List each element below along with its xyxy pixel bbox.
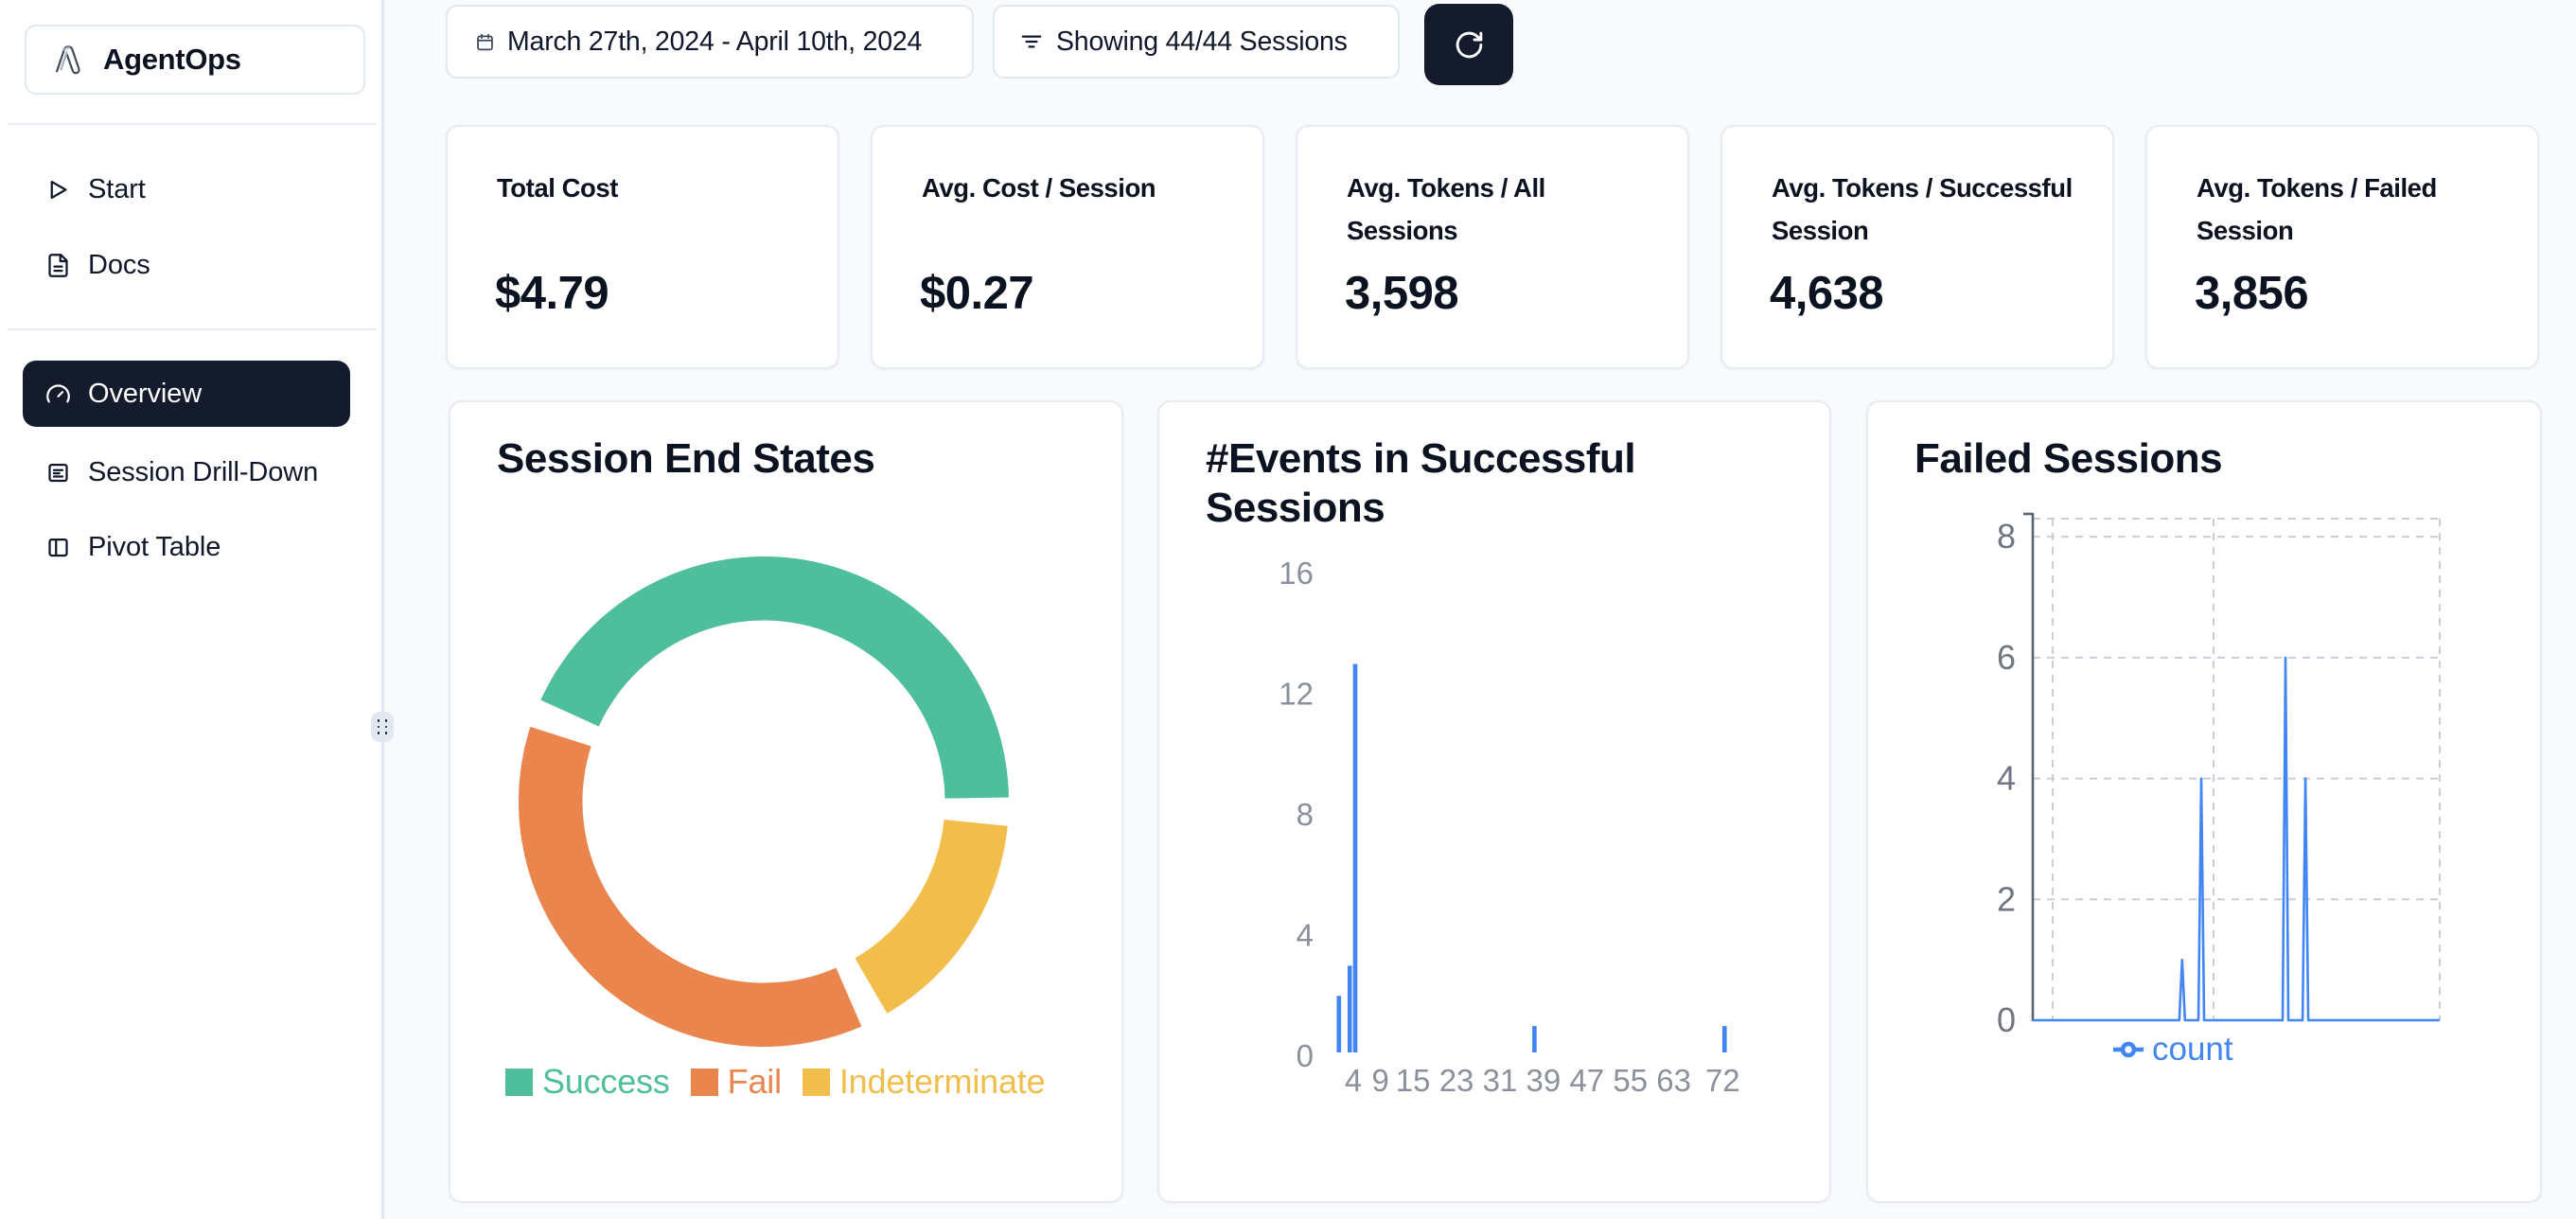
panel-left-icon <box>48 538 68 556</box>
logo[interactable]: AgentOps <box>25 25 365 95</box>
chart-title: Session End States <box>497 435 875 482</box>
session-list-icon <box>48 463 68 482</box>
svg-text:63: 63 <box>1656 1063 1691 1098</box>
app-title: AgentOps <box>103 43 241 76</box>
sidebar-item-session-drill-down[interactable]: Session Drill-Down <box>23 442 350 503</box>
grip-dots-icon <box>377 719 388 734</box>
legend-series-label: count <box>2152 1031 2233 1068</box>
date-range-text: March 27th, 2024 - April 10th, 2024 <box>507 26 923 57</box>
sidebar-divider-bottom <box>8 328 377 330</box>
chart-card-session-end-states: Session End States Success Fail Indetermin… <box>449 400 1123 1203</box>
legend-item[interactable]: Success <box>505 1062 670 1102</box>
donut-chart[interactable] <box>450 402 1125 1205</box>
sessions-filter-text: Showing 44/44 Sessions <box>1056 26 1348 57</box>
legend-swatch <box>802 1068 830 1096</box>
gauge-icon <box>46 383 70 402</box>
calendar-icon <box>477 33 493 50</box>
legend-item[interactable]: Fail <box>690 1062 782 1102</box>
svg-text:15: 15 <box>1396 1063 1431 1098</box>
stat-label: Avg. Tokens / Successful Session <box>1772 173 2073 245</box>
chart-card-failed-sessions: Failed Sessions 0 2 4 6 8 count <box>1866 400 2542 1203</box>
sidebar-item-pivot-table[interactable]: Pivot Table <box>23 517 350 577</box>
svg-text:4: 4 <box>1997 759 2016 798</box>
stat-card-avg-tokens-all: Avg. Tokens / All Sessions 3,598 <box>1296 125 1689 369</box>
svg-text:8: 8 <box>1297 797 1314 832</box>
chart-card-events-histogram: #Events in Successful Sessions 0 4 8 12 16 4 9… <box>1157 400 1831 1203</box>
legend-label: Success <box>542 1062 670 1101</box>
svg-text:4: 4 <box>1297 918 1314 953</box>
stat-card-avg-cost-session: Avg. Cost / Session $0.27 <box>871 125 1264 369</box>
stat-value: $0.27 <box>920 268 1034 319</box>
sidebar-resize-handle[interactable] <box>371 712 394 742</box>
svg-text:16: 16 <box>1279 556 1314 591</box>
stat-label: Avg. Tokens / Failed Session <box>2197 173 2437 245</box>
svg-text:72: 72 <box>1705 1063 1740 1098</box>
svg-text:12: 12 <box>1279 677 1314 712</box>
legend-item[interactable]: Indeterminate <box>802 1062 1046 1102</box>
svg-text:23: 23 <box>1439 1063 1474 1098</box>
sessions-filter-button[interactable]: Showing 44/44 Sessions <box>993 5 1400 79</box>
sidebar-divider-top <box>8 123 377 125</box>
legend-swatch <box>505 1068 533 1096</box>
agentops-logo-icon <box>55 45 80 75</box>
stat-value: 3,856 <box>2195 268 2309 319</box>
svg-text:9: 9 <box>1372 1063 1389 1098</box>
sidebar-item-start[interactable]: Start <box>23 159 350 220</box>
filter-icon <box>1021 35 1042 48</box>
legend-label: Fail <box>727 1062 782 1101</box>
document-icon <box>48 253 68 277</box>
svg-text:4: 4 <box>1345 1063 1362 1098</box>
sidebar-item-label: Start <box>88 173 146 204</box>
main-content: March 27th, 2024 - April 10th, 2024 Show… <box>384 0 2576 1219</box>
svg-text:0: 0 <box>1997 1000 2016 1039</box>
stat-card-avg-tokens-successful: Avg. Tokens / Successful Session 4,638 <box>1720 125 2114 369</box>
svg-text:55: 55 <box>1613 1063 1648 1098</box>
stat-value: 4,638 <box>1770 268 1884 319</box>
play-icon <box>50 180 67 199</box>
stat-card-total-cost: Total Cost $4.79 <box>446 125 839 369</box>
stat-value: $4.79 <box>495 268 609 319</box>
legend-label: Indeterminate <box>838 1062 1046 1101</box>
donut-legend: Success Fail Indeterminate <box>505 1062 1046 1102</box>
svg-text:0: 0 <box>1297 1038 1314 1073</box>
sidebar-item-label: Overview <box>88 378 203 409</box>
refresh-icon <box>1456 31 1482 58</box>
chart-title: #Events in Successful Sessions <box>1206 435 1636 531</box>
legend-line-marker-icon <box>2113 1041 2144 1058</box>
stat-label: Total Cost <box>497 173 618 203</box>
stat-card-avg-tokens-failed: Avg. Tokens / Failed Session 3,856 <box>2145 125 2539 369</box>
refresh-button[interactable] <box>1424 4 1513 85</box>
legend-swatch <box>690 1068 718 1096</box>
chart-title: Failed Sessions <box>1914 435 2223 482</box>
svg-text:39: 39 <box>1526 1063 1561 1098</box>
sidebar-item-label: Session Drill-Down <box>88 456 319 487</box>
sidebar: AgentOps Start Docs Overview Session Dri… <box>0 0 381 1219</box>
sidebar-item-label: Docs <box>88 249 150 280</box>
svg-text:8: 8 <box>1997 517 2016 556</box>
svg-text:31: 31 <box>1483 1063 1518 1098</box>
sidebar-border <box>381 0 384 1219</box>
line-chart-legend[interactable]: count <box>2113 1031 2233 1069</box>
failed-sessions-chart[interactable]: 0 2 4 6 8 <box>1868 402 2544 1205</box>
date-range-picker[interactable]: March 27th, 2024 - April 10th, 2024 <box>446 5 974 79</box>
stat-value: 3,598 <box>1345 268 1459 319</box>
sidebar-item-label: Pivot Table <box>88 531 221 562</box>
sidebar-item-overview[interactable]: Overview <box>23 361 350 427</box>
stat-label: Avg. Tokens / All Sessions <box>1347 173 1545 245</box>
svg-text:2: 2 <box>1997 879 2016 918</box>
svg-text:6: 6 <box>1997 638 2016 677</box>
stat-label: Avg. Cost / Session <box>922 173 1156 203</box>
sidebar-item-docs[interactable]: Docs <box>23 235 350 295</box>
svg-text:47: 47 <box>1569 1063 1604 1098</box>
